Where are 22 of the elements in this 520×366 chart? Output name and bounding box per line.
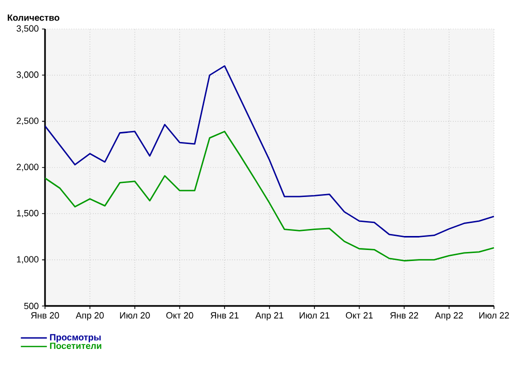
x-tick-label: Окт 20 xyxy=(166,312,194,319)
x-tick-label: Янв 22 xyxy=(390,312,418,318)
x-tick-label: Июл 20 xyxy=(120,312,150,319)
line-series xyxy=(45,130,494,262)
y-tick-label: 500 xyxy=(24,302,38,310)
y-tick-label: 3,500 xyxy=(16,25,38,33)
x-tick-label: Апр 21 xyxy=(255,312,284,320)
x-tick-label: Янв 21 xyxy=(210,312,239,318)
x-tick-label: Июл 22 xyxy=(479,312,509,319)
x-tick-label: Июл 21 xyxy=(300,312,330,319)
x-tick-label: Янв 20 xyxy=(31,312,60,319)
legend-label: Просмотры xyxy=(50,334,101,342)
x-tick-label: Окт 21 xyxy=(346,312,373,319)
legend-label: Посетители xyxy=(50,342,102,350)
y-axis-title: Количество xyxy=(8,14,60,21)
y-tick-label: 2,000 xyxy=(16,164,38,172)
x-tick-label: Апр 22 xyxy=(434,312,463,320)
y-tick-label: 1,000 xyxy=(16,256,38,264)
y-tick-label: 3,000 xyxy=(16,71,38,79)
y-tick-label: 1,500 xyxy=(16,210,38,218)
y-tick-label: 2,500 xyxy=(16,118,38,126)
x-tick-label: Апр 20 xyxy=(76,312,104,320)
